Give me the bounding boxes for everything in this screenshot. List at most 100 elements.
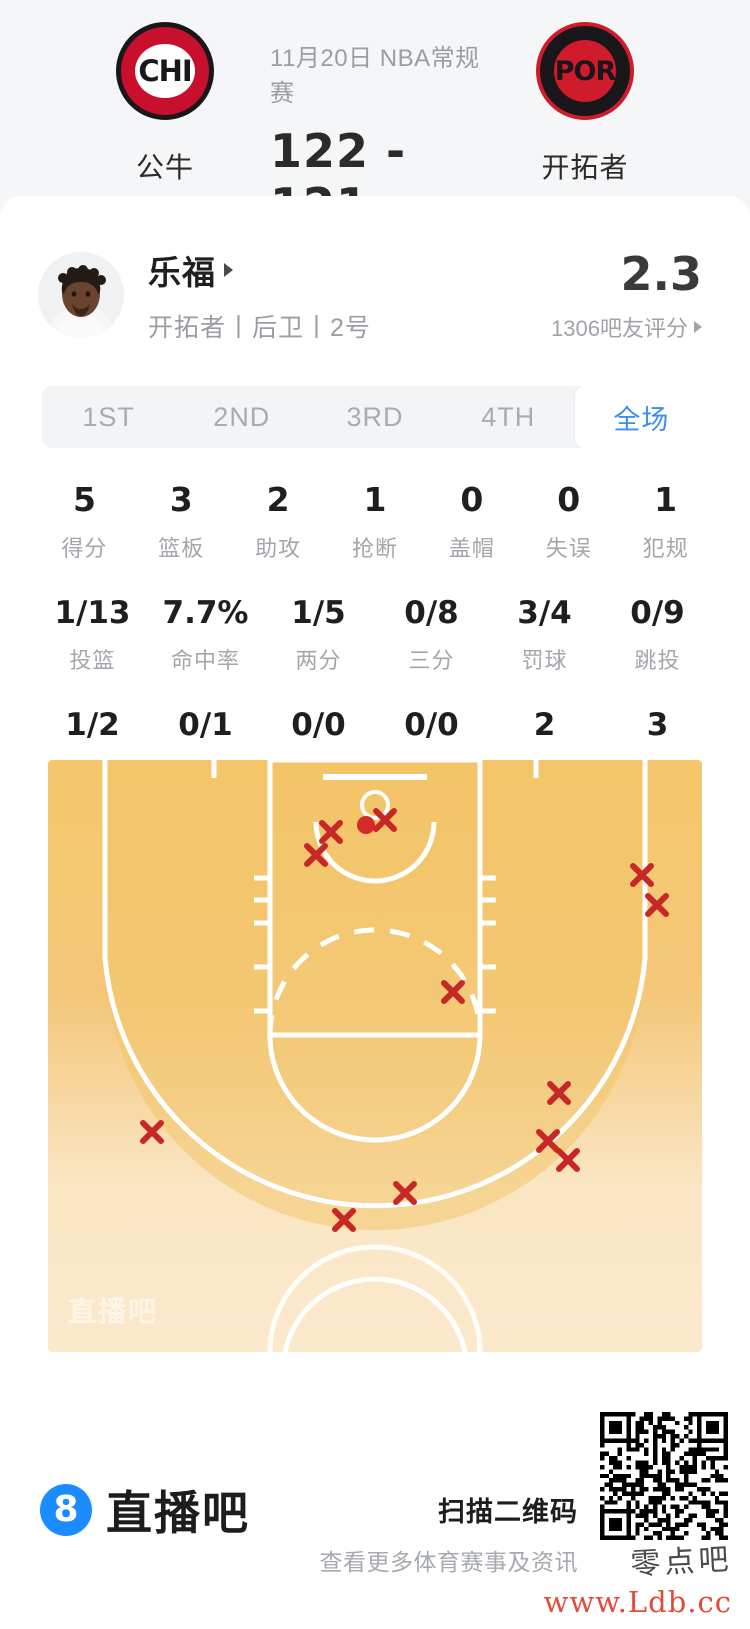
stat-jump-shot: 0/9 跳投: [601, 595, 714, 675]
stat-value: 2: [533, 707, 556, 743]
stat-row-shooting: 1/13 投篮 7.7% 命中率 1/5 两分 0/8 三分 3/4 罚球: [36, 595, 714, 675]
stat-value: 7.7%: [162, 595, 249, 631]
away-team-name: 开拓者: [541, 152, 629, 183]
stat-label: 跳投: [634, 648, 681, 673]
watermark-cn: 零点吧: [629, 1542, 733, 1583]
rating-value: 2.3: [620, 247, 703, 301]
stat-blocks: 0 盖帽: [423, 480, 520, 563]
stat-free-throw: 3/4 罚球: [488, 595, 601, 675]
home-team-abbr: CHI: [138, 54, 192, 88]
stat-label: 失误: [545, 536, 592, 561]
qr-text: 扫描二维码 查看更多体育赛事及资讯: [320, 1412, 579, 1577]
tab-2nd[interactable]: 2ND: [213, 401, 271, 432]
shot-missed-marker: [645, 893, 669, 917]
qr-section: 扫描二维码 查看更多体育赛事及资讯: [320, 1412, 728, 1577]
stat-value: 1/2: [65, 707, 120, 743]
shot-missed-marker: [332, 1208, 356, 1232]
shot-missed-marker: [630, 863, 654, 887]
stat-points: 5 得分: [36, 480, 133, 563]
home-team[interactable]: CHI 公牛: [60, 22, 270, 186]
brand-name: 直播吧: [106, 1486, 250, 1539]
site-watermark: 零点吧 www.Ldb.cc: [543, 1539, 733, 1619]
scoreboard-header: CHI 公牛 11月20日 NBA常规赛 122 - 121 完赛 POR 开拓…: [0, 0, 750, 282]
stat-value: 0: [557, 480, 581, 519]
stat-value: 1/5: [291, 595, 346, 631]
stat-value: 5: [72, 480, 96, 519]
stat-value: 1: [363, 480, 387, 519]
qr-subtitle: 查看更多体育赛事及资讯: [319, 1549, 578, 1575]
shot-chart-court[interactable]: 直播吧: [48, 760, 702, 1352]
brand-logo[interactable]: 8 直播吧: [40, 1477, 250, 1543]
player-name: 乐福: [148, 254, 216, 291]
stat-label: 命中率: [170, 648, 240, 673]
stat-two-point: 1/5 两分: [262, 595, 375, 675]
stat-label: 三分: [408, 648, 455, 673]
away-team[interactable]: POR 开拓者: [480, 22, 690, 186]
stat-value: 1: [654, 480, 678, 519]
stat-label: 助攻: [255, 536, 302, 561]
stat-fouls: 1 犯规: [617, 480, 714, 563]
shot-missed-marker: [547, 1081, 571, 1105]
player-header[interactable]: 乐福 开拓者丨后卫丨2号 2.3 1306吧友评分: [0, 196, 750, 346]
qr-code-icon[interactable]: [600, 1412, 728, 1540]
bulls-logo-icon: CHI: [116, 22, 214, 120]
shot-missed-marker: [373, 808, 397, 832]
stat-value: 0/9: [630, 595, 685, 631]
qr-title: 扫描二维码: [438, 1497, 578, 1527]
stat-value: 0/0: [291, 707, 346, 743]
rating-subline[interactable]: 1306吧友评分: [551, 311, 702, 343]
stat-value: 1/13: [54, 595, 131, 631]
stat-value: 0/8: [404, 595, 459, 631]
stat-value: 0: [460, 480, 484, 519]
stat-three-point: 0/8 三分: [375, 595, 488, 675]
tab-1st[interactable]: 1ST: [82, 401, 135, 432]
court-watermark: 直播吧: [68, 1296, 159, 1327]
tab-3rd[interactable]: 3RD: [346, 401, 404, 432]
footer-bar: 8 直播吧 扫描二维码 查看更多体育赛事及资讯 零点吧 www.Ldb.cc: [0, 1390, 750, 1629]
shot-missed-marker: [556, 1148, 580, 1172]
stat-label: 抢断: [352, 536, 399, 561]
shot-missed-marker: [441, 980, 465, 1004]
tab-4th[interactable]: 4TH: [481, 401, 536, 432]
shot-missed-marker: [319, 820, 343, 844]
stat-value: 3/4: [517, 595, 572, 631]
stat-value: 3: [646, 707, 669, 743]
player-rating[interactable]: 2.3 1306吧友评分: [551, 247, 702, 343]
chevron-right-small-icon: [694, 321, 702, 333]
home-team-name: 公牛: [135, 152, 194, 183]
shot-missed-marker: [140, 1120, 164, 1144]
stats-grid: 5 得分 3 篮板 2 助攻 1 抢断 0 盖帽: [0, 480, 750, 787]
stat-assists: 2 助攻: [230, 480, 327, 563]
away-team-abbr: POR: [554, 55, 617, 87]
stat-steals: 1 抢断: [327, 480, 424, 563]
player-subtitle: 开拓者丨后卫丨2号: [148, 314, 371, 342]
stat-label: 两分: [295, 648, 342, 673]
blazers-logo-icon: POR: [536, 22, 634, 120]
stat-value: 0/0: [404, 707, 459, 743]
stat-label: 得分: [61, 536, 108, 561]
chevron-right-icon: [224, 263, 233, 277]
watermark-url: www.Ldb.cc: [543, 1585, 732, 1619]
player-name-line[interactable]: 乐福: [148, 246, 551, 294]
stat-value: 0/1: [178, 707, 233, 743]
player-info: 乐福 开拓者丨后卫丨2号: [148, 246, 551, 344]
tab-full-game[interactable]: 全场: [574, 386, 708, 448]
stat-row-basic: 5 得分 3 篮板 2 助攻 1 抢断 0 盖帽: [36, 480, 714, 563]
shot-missed-marker: [536, 1129, 560, 1153]
shot-made-marker: [357, 816, 375, 834]
rating-label: 1306吧友评分: [551, 316, 688, 341]
shot-missed-marker: [393, 1181, 417, 1205]
stat-label: 犯规: [642, 536, 689, 561]
stat-fg-pct: 7.7% 命中率: [149, 595, 262, 675]
stat-label: 投篮: [69, 648, 116, 673]
match-meta: 11月20日 NBA常规赛: [270, 45, 480, 107]
stat-rebounds: 3 篮板: [133, 480, 230, 563]
period-tabs: 1ST 2ND 3RD 4TH 全场: [42, 386, 708, 448]
stat-fg: 1/13 投篮: [36, 595, 149, 675]
stat-label: 罚球: [521, 648, 568, 673]
stat-label: 盖帽: [448, 536, 495, 561]
shot-missed-marker: [304, 843, 328, 867]
stat-value: 3: [169, 480, 193, 519]
brand-badge-icon: 8: [40, 1483, 92, 1536]
